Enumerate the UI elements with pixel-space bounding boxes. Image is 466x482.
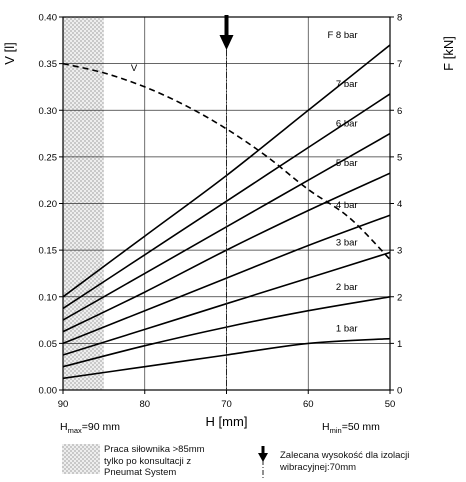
y-right-tick-label: 7 [397, 59, 402, 70]
legend-marker-text: Zalecana wysokość dla izolacji wibracyjn… [280, 450, 409, 473]
y-left-tick-label: 0.30 [39, 106, 58, 117]
down-arrow-shaft [224, 15, 229, 39]
legend-marker-line: Zalecana wysokość dla izolacji [280, 450, 410, 461]
y-right-tick-label: 0 [397, 386, 402, 397]
y-right-tick-label: 5 [397, 152, 402, 163]
y-left-axis-title: V [l] [2, 42, 17, 64]
legend-hatched-text: Praca siłownika >85mm tylko po konsultac… [104, 444, 205, 479]
legend-marker-line: wibracyjnej:70mm [280, 461, 357, 473]
legend-hatched-line: Pneumat System [104, 467, 177, 478]
y-left-tick-label: 0.40 [39, 13, 58, 24]
y-left-tick-label: 0.05 [39, 339, 58, 350]
y-left-tick-label: 0.15 [39, 246, 58, 257]
hmax-label: Hmax=90 mm [60, 421, 120, 436]
legend-arrow-shaft [261, 446, 265, 455]
y-left-tick-label: 0.20 [39, 199, 58, 210]
y-left-tick-label: 0.10 [39, 292, 58, 303]
y-right-tick-label: 4 [397, 199, 402, 210]
down-arrow-icon [219, 35, 234, 50]
legend-hatched-swatch [62, 444, 100, 474]
legend-hatched-line: Praca siłownika >85mm [104, 444, 205, 455]
force-curve-label: F 8 bar [327, 30, 357, 41]
x-tick-label: 70 [221, 399, 232, 410]
legend-hatched-line: tylko po konsultacji z [104, 455, 192, 467]
volume-curve-label: V [131, 63, 138, 74]
force-curve-label: 4 bar [336, 200, 358, 211]
x-axis-title: H [mm] [206, 414, 248, 429]
y-left-tick-label: 0.00 [39, 386, 58, 397]
y-left-tick-label: 0.35 [39, 59, 58, 70]
x-tick-label: 50 [385, 399, 396, 410]
force-curve-label: 3 bar [336, 237, 358, 248]
y-left-tick-label: 0.25 [39, 152, 58, 163]
x-tick-label: 60 [303, 399, 314, 410]
legend-down-arrow-icon [258, 453, 268, 462]
force-curve-label: 6 bar [336, 119, 358, 130]
force-curve-label: 7 bar [336, 79, 358, 90]
y-right-tick-label: 2 [397, 292, 402, 303]
hmin-label: Hmin=50 mm [322, 421, 380, 436]
y-right-tick-label: 6 [397, 106, 402, 117]
x-tick-label: 90 [58, 399, 69, 410]
force-curve-label: 5 bar [336, 158, 358, 169]
y-right-tick-label: 3 [397, 246, 402, 257]
y-right-axis-title: F [kN] [441, 36, 456, 71]
y-right-tick-label: 8 [397, 13, 402, 24]
volume-curve [62, 62, 391, 260]
y-right-tick-label: 1 [397, 339, 402, 350]
force-curve-label: 1 bar [336, 324, 358, 335]
force-curve-label: 2 bar [336, 282, 358, 293]
x-tick-label: 80 [139, 399, 150, 410]
